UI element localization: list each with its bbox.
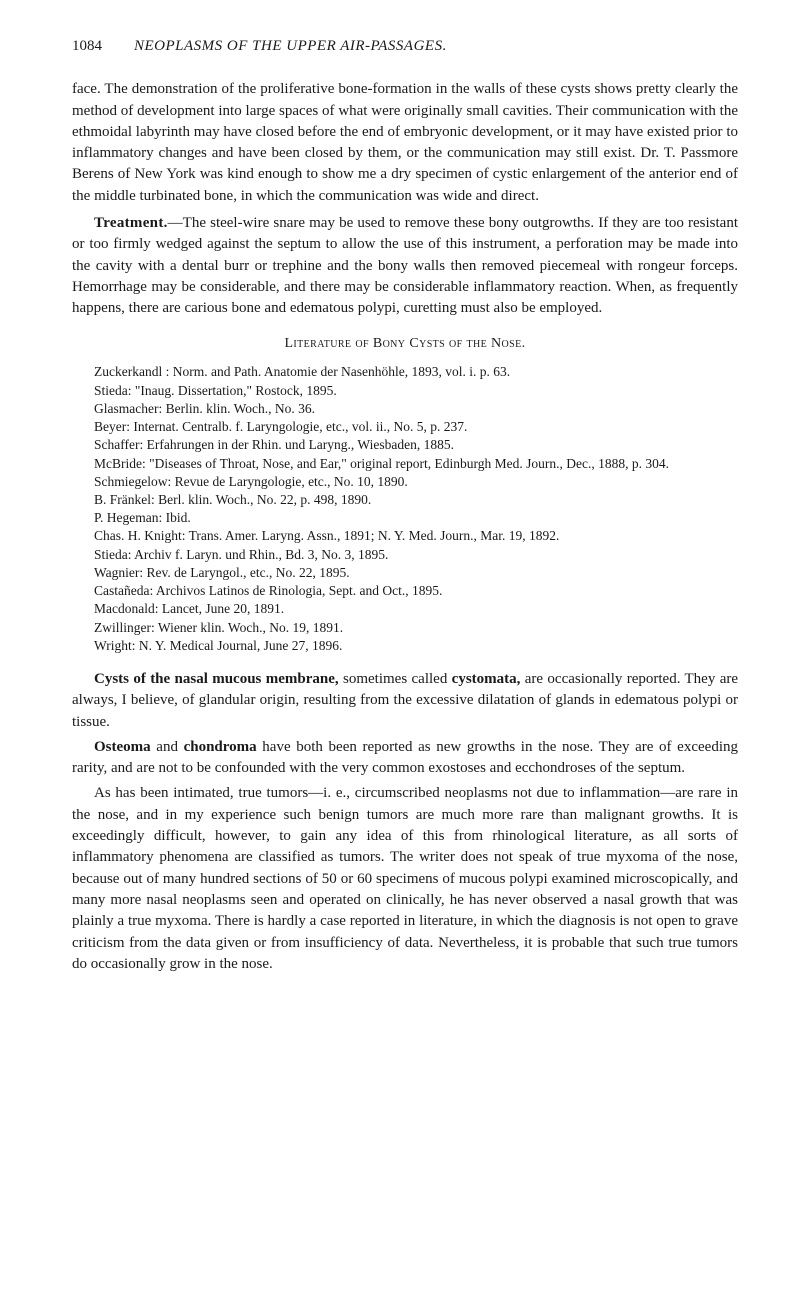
body-paragraph-1: face. The demonstration of the prolifera… [72, 79, 738, 207]
cysts-section: Cysts of the nasal mucous membrane, some… [72, 669, 738, 733]
reference-line: Macdonald: Lancet, June 20, 1891. [72, 600, 738, 618]
page-header: 1084 NEOPLASMS OF THE UPPER AIR-PASSAGES… [72, 36, 738, 57]
treatment-label: Treatment. [94, 215, 168, 231]
treatment-text: —The steel-wire snare may be used to rem… [72, 215, 738, 316]
running-title: NEOPLASMS OF THE UPPER AIR-PASSAGES. [134, 36, 447, 57]
reference-line: Zuckerkandl : Norm. and Path. Anatomie d… [72, 363, 738, 381]
reference-line: Wright: N. Y. Medical Journal, June 27, … [72, 637, 738, 655]
osteoma-section: Osteoma and chondroma have both been rep… [72, 737, 738, 780]
cystomata-label: cystomata, [452, 671, 521, 687]
chondroma-heading: chondroma [184, 739, 257, 755]
reference-line: Wagnier: Rev. de Laryngol., etc., No. 22… [72, 564, 738, 582]
osteoma-heading: Osteoma [94, 739, 151, 755]
reference-line: Stieda: "Inaug. Dissertation," Rostock, … [72, 382, 738, 400]
final-paragraph: As has been intimated, true tumors—i. e.… [72, 783, 738, 975]
reference-block: Zuckerkandl : Norm. and Path. Anatomie d… [72, 363, 738, 655]
page-number: 1084 [72, 36, 102, 57]
reference-line: Stieda: Archiv f. Laryn. und Rhin., Bd. … [72, 546, 738, 564]
osteoma-mid: and [151, 739, 184, 755]
reference-line: B. Fränkel: Berl. klin. Woch., No. 22, p… [72, 491, 738, 509]
reference-line: Schaffer: Erfahrungen in der Rhin. und L… [72, 436, 738, 454]
reference-line: McBride: "Diseases of Throat, Nose, and … [72, 455, 738, 473]
cysts-text-1: sometimes called [339, 671, 452, 687]
reference-line: Schmiegelow: Revue de Laryngologie, etc.… [72, 473, 738, 491]
reference-line: Zwillinger: Wiener klin. Woch., No. 19, … [72, 619, 738, 637]
final-text: As has been intimated, true tumors—i. e.… [72, 785, 738, 971]
reference-line: Chas. H. Knight: Trans. Amer. Laryng. As… [72, 527, 738, 545]
reference-line: P. Hegeman: Ibid. [72, 509, 738, 527]
body-paragraph-treatment: Treatment.—The steel-wire snare may be u… [72, 213, 738, 319]
cysts-heading: Cysts of the nasal mucous membrane, [94, 671, 339, 687]
reference-line: Beyer: Internat. Centralb. f. Laryngolog… [72, 418, 738, 436]
reference-line: Castañeda: Archivos Latinos de Rinologia… [72, 582, 738, 600]
reference-line: Glasmacher: Berlin. klin. Woch., No. 36. [72, 400, 738, 418]
literature-heading: Literature of Bony Cysts of the Nose. [72, 334, 738, 354]
